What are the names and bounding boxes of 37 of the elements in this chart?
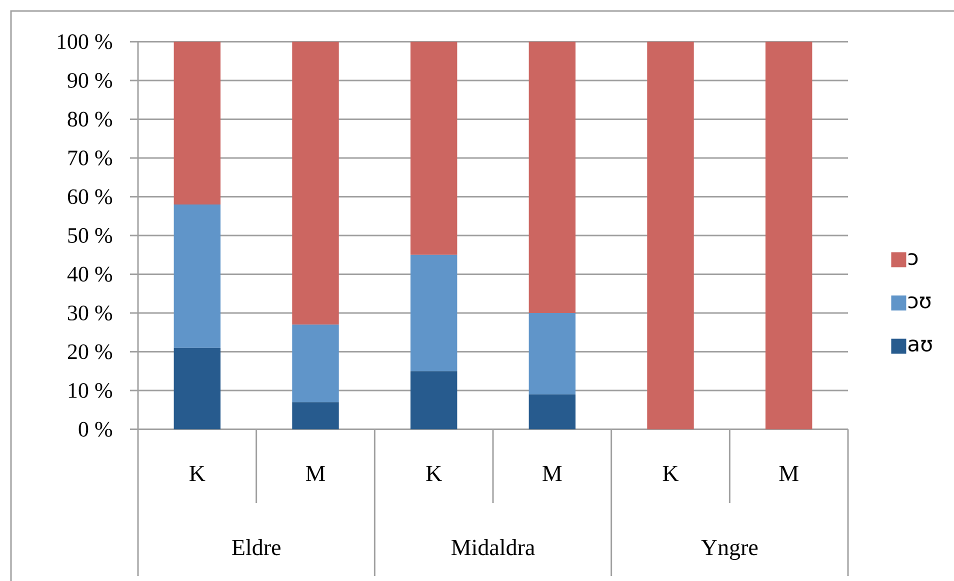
y-tick-label: 30 % (68, 306, 112, 320)
text: Midaldra (452, 539, 535, 556)
x-tick-label: M (779, 466, 798, 481)
bar (410, 254, 458, 372)
bar (528, 394, 576, 430)
bar (647, 42, 694, 430)
bar (765, 42, 812, 430)
legend-label: aʊ (908, 340, 932, 352)
y-tick-label: 90 % (68, 73, 112, 88)
bar (410, 42, 458, 255)
y-tick-label: 60 % (68, 189, 112, 204)
y-tick-label: 20 % (68, 344, 112, 360)
bar (292, 42, 339, 325)
bar (528, 42, 576, 314)
y-tick-label: 100 % (58, 34, 112, 50)
x-tick-label: K (426, 466, 442, 481)
x-tick-label: M (306, 466, 326, 481)
bar (528, 313, 576, 394)
legend-label: ɔ (908, 253, 918, 266)
y-tick-label: 0 % (78, 422, 112, 437)
bar (174, 42, 221, 204)
bar (410, 371, 458, 430)
bar (174, 348, 221, 430)
y-tick-label: 10 % (68, 383, 112, 398)
x-tick-label: M (542, 466, 562, 481)
legend-label: ɔʊ (908, 296, 931, 308)
y-tick-label: 50 % (68, 228, 112, 243)
y-tick-label: 80 % (68, 112, 112, 127)
y-tick-label: 70 % (68, 150, 112, 166)
y-tick-label: 40 % (67, 266, 112, 282)
x-tick-label: K (190, 466, 206, 481)
bar (292, 324, 339, 402)
bar (292, 402, 339, 430)
x-tick-label: K (662, 466, 679, 481)
bar (174, 204, 221, 348)
text: Yngre (701, 540, 758, 560)
text: Eldre (232, 539, 280, 556)
